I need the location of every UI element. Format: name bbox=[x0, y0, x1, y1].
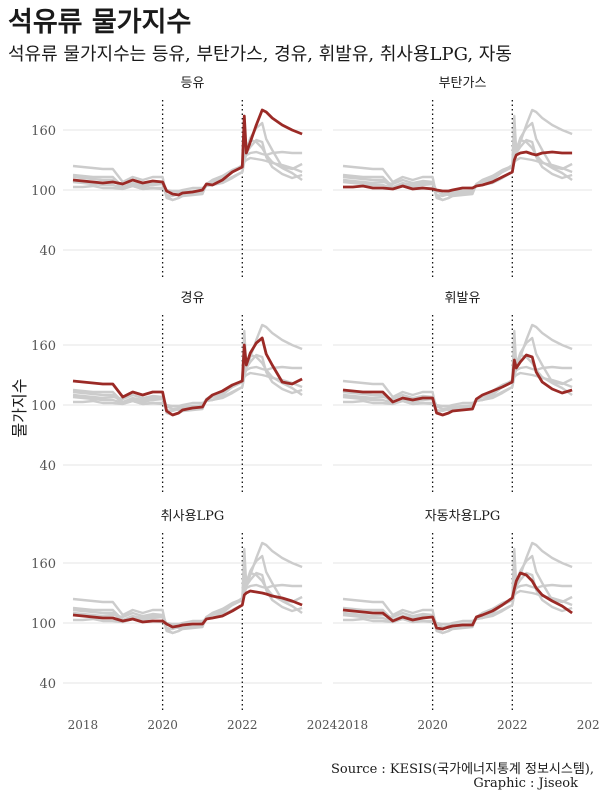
series-line-background bbox=[72, 323, 303, 412]
y-tick-label: 160 bbox=[31, 124, 56, 139]
y-tick-label: 40 bbox=[39, 677, 56, 692]
graphic-credit: Graphic : Jiseok bbox=[473, 776, 578, 791]
x-tick-label: 2020 bbox=[417, 718, 448, 732]
x-tick-label: 2024 bbox=[577, 718, 600, 732]
panel-title: 취사용LPG bbox=[161, 509, 225, 524]
series-line-highlight bbox=[342, 571, 573, 631]
series-line-highlight bbox=[72, 589, 303, 629]
panel-title: 등유 bbox=[181, 76, 205, 91]
chart-subtitle: 석유류 물가지수는 등유, 부탄가스, 경유, 휘발유, 취사용LPG, 자동 bbox=[8, 44, 512, 65]
series-line-highlight bbox=[72, 108, 303, 197]
x-tick-label: 2022 bbox=[227, 718, 258, 732]
chart-title: 석유류 물가지수 bbox=[8, 7, 192, 38]
y-tick-label: 100 bbox=[31, 399, 56, 414]
y-tick-label: 160 bbox=[31, 339, 56, 354]
y-tick-label: 160 bbox=[31, 557, 56, 572]
series-line-highlight bbox=[342, 353, 573, 417]
panel-title: 부탄가스 bbox=[439, 76, 487, 91]
x-tick-label: 2018 bbox=[68, 718, 99, 732]
panel-title: 경유 bbox=[181, 291, 205, 306]
x-tick-label: 2022 bbox=[497, 718, 528, 732]
y-tick-label: 100 bbox=[31, 184, 56, 199]
panel-title: 휘발유 bbox=[445, 291, 481, 306]
small-multiples-chart: 40 100 160 등유 부탄가스 40 100 160 경유 휘발유 40 100 160 취사용LP… bbox=[31, 76, 600, 732]
y-tick-label: 100 bbox=[31, 617, 56, 632]
panel-title: 자동차용LPG bbox=[425, 509, 501, 524]
series-line-background bbox=[72, 138, 303, 198]
y-tick-label: 40 bbox=[39, 459, 56, 474]
x-tick-label: 2020 bbox=[147, 718, 178, 732]
series-line-highlight bbox=[72, 336, 303, 417]
x-tick-label: 2018 bbox=[338, 718, 369, 732]
series-line-highlight bbox=[343, 150, 573, 193]
y-tick-label: 40 bbox=[39, 244, 56, 259]
series-line-background bbox=[342, 108, 573, 197]
series-line-background bbox=[72, 541, 303, 630]
series-line-background bbox=[342, 541, 573, 630]
x-tick-label: 2024 bbox=[307, 718, 338, 732]
series-line-background bbox=[342, 323, 573, 412]
source-note: Source : KESIS(국가에너지통계 정보시스템), bbox=[330, 762, 594, 777]
